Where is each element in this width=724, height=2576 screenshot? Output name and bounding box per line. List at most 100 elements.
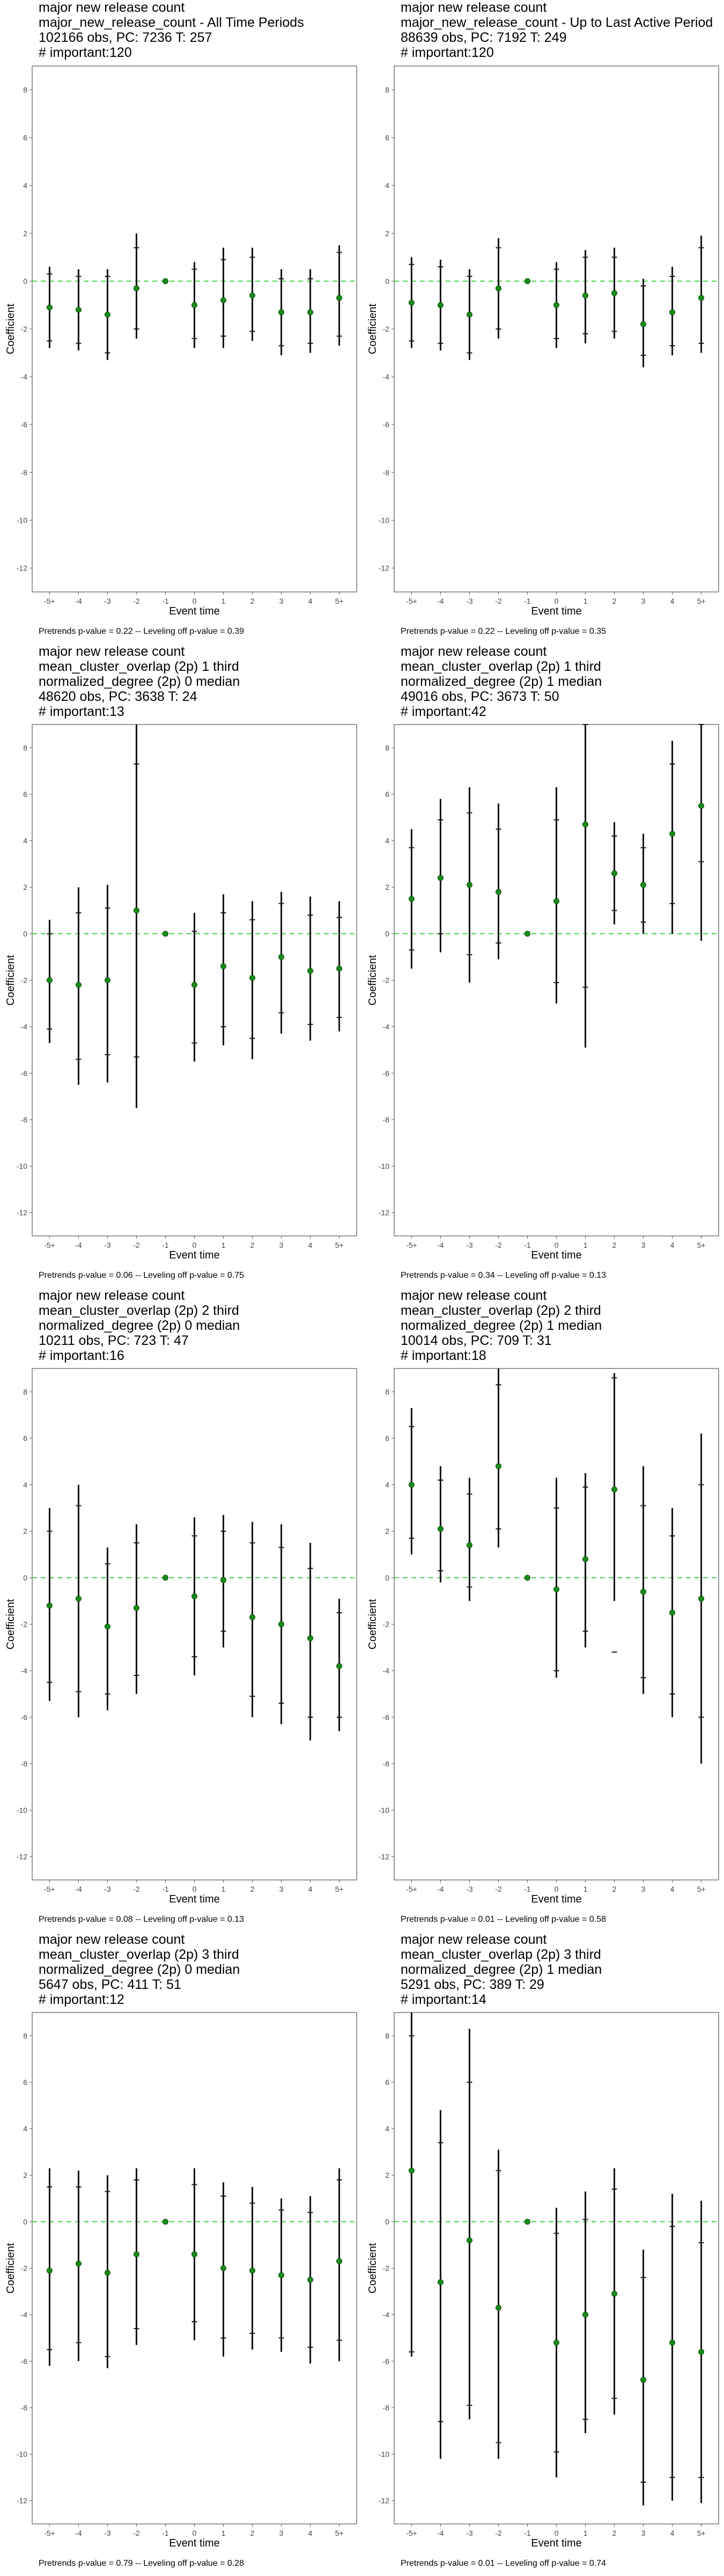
point-estimate [466,1542,472,1548]
chart-title-line: major new release count [39,0,185,15]
point-estimate [698,295,705,301]
y-tick-label: -8 [383,1115,390,1124]
y-tick-label: 2 [385,883,389,891]
y-tick-label: 4 [23,2125,27,2133]
point-estimate [104,1623,110,1630]
point-estimate [611,290,618,296]
point-estimate [220,1577,227,1583]
point-estimate [640,882,647,888]
x-tick-label: -2 [495,2529,502,2537]
chart-panel: major new release count major_new_release… [362,0,724,644]
chart-title: major new release count mean_cluster_over… [401,1288,602,1363]
point-estimate [553,898,559,904]
point-estimate [437,875,444,881]
y-tick-label: 2 [23,229,27,238]
y-tick-label: 0 [23,277,27,286]
chart-title-line: mean_cluster_overlap (2p) 2 third [401,1303,601,1318]
y-tick-label: -10 [17,2450,27,2458]
y-tick-label: 0 [23,930,27,938]
y-tick-label: -4 [21,1022,28,1031]
y-tick-label: 4 [385,181,389,190]
point-estimate [249,2267,256,2274]
x-tick-label: -4 [75,597,82,605]
chart-title: major new release count major_new_release… [401,0,713,60]
x-tick-label: -1 [524,1241,531,1249]
x-tick-label: 4 [308,1885,313,1893]
y-tick-label: 8 [385,86,389,94]
chart-title-line: 5647 obs, PC: 411 T: 51 [39,1977,181,1992]
chart-title: major new release count mean_cluster_over… [401,1932,602,2007]
y-tick-label: -6 [21,420,28,429]
x-tick-label: 3 [641,2529,646,2537]
y-tick-label: 8 [23,1387,27,1396]
x-tick-label: 4 [670,1885,675,1893]
x-tick-label: -5+ [44,2529,55,2537]
y-tick-label: 6 [23,1434,27,1443]
y-tick-label: -2 [21,1620,28,1629]
y-tick-label: 8 [23,2031,27,2040]
chart-panel: major new release count major_new_release… [0,0,362,644]
x-tick-label: 1 [221,1241,226,1249]
chart-title-line: 10211 obs, PC: 723 T: 47 [39,1333,189,1348]
y-tick-label: -10 [17,1162,27,1170]
y-tick-label: -2 [383,1620,390,1629]
y-axis-label: Coefficient [367,955,379,1006]
point-estimate [582,1556,589,1562]
point-estimate [162,1575,168,1581]
x-tick-label: 2 [612,2529,617,2537]
y-tick-label: 0 [385,277,389,286]
point-estimate [46,1602,53,1609]
point-estimate [437,1526,444,1532]
point-estimate [495,285,501,291]
x-tick-label: -4 [437,2529,444,2537]
chart-title: major new release count mean_cluster_over… [39,1288,240,1363]
y-tick-label: -6 [383,1713,390,1722]
x-tick-label: 5+ [335,1885,344,1893]
point-estimate [46,2267,53,2274]
x-tick-label: 4 [308,2529,313,2537]
y-tick-label: 2 [385,1527,389,1535]
chart-title-line: # important:12 [39,1992,124,2007]
y-tick-label: 6 [23,2078,27,2087]
chart-title-line: normalized_degree (2p) 0 median [39,1318,240,1333]
x-tick-label: 2 [612,1885,617,1893]
x-axis-label: Event time [169,2537,219,2549]
point-estimate [669,2339,676,2346]
pvalue-footnote: Pretrends p-value = 0.08 -- Leveling off… [39,1915,245,1924]
y-tick-label: 0 [385,930,389,938]
x-tick-label: -1 [162,1885,169,1893]
point-estimate [133,285,139,291]
point-estimate [220,963,227,970]
y-tick-label: 0 [385,1574,389,1582]
point-estimate [278,1621,285,1627]
y-tick-label: -12 [379,1209,389,1217]
point-estimate [307,309,314,316]
x-tick-label: 1 [583,597,588,605]
chart-panel: major new release count mean_cluster_over… [362,1932,724,2576]
x-tick-label: 1 [221,1885,226,1893]
x-tick-label: 3 [279,2529,284,2537]
point-estimate [162,931,168,937]
x-tick-label: 5+ [697,2529,706,2537]
point-estimate [46,977,53,983]
chart-title: major new release count mean_cluster_over… [401,644,602,719]
point-estimate [191,2251,197,2258]
chart-title-line: mean_cluster_overlap (2p) 1 third [39,659,239,674]
x-tick-label: -4 [437,597,444,605]
chart-title-line: major new release count [39,1288,185,1303]
point-estimate [582,2311,589,2318]
x-tick-label: 2 [250,597,255,605]
point-estimate [640,2376,647,2383]
point-estimate [582,821,589,828]
point-estimate [524,931,530,937]
y-tick-label: -6 [21,2357,28,2366]
point-estimate [524,278,530,284]
point-estimate [336,965,343,972]
y-tick-label: 8 [385,2031,389,2040]
pvalue-footnote: Pretrends p-value = 0.06 -- Leveling off… [39,1271,245,1280]
y-axis-label: Coefficient [367,1599,379,1650]
point-estimate [162,278,168,284]
y-tick-label: 2 [23,2171,27,2179]
